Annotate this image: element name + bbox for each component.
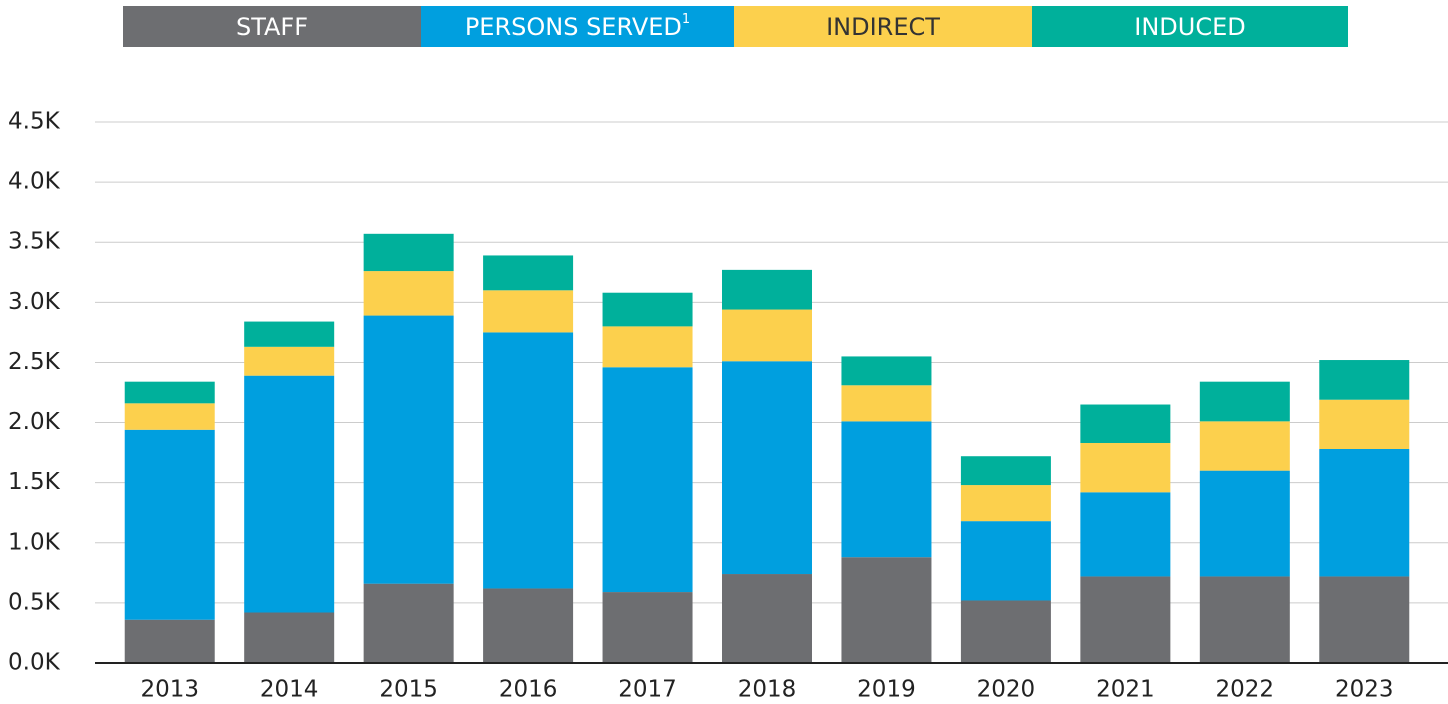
bar-segment xyxy=(602,326,693,368)
bar-segment xyxy=(1199,381,1290,422)
bar-segment xyxy=(960,456,1051,486)
y-tick-label: 2.5K xyxy=(8,349,61,375)
legend-text: PERSONS SERVED xyxy=(465,13,682,41)
bar-segment xyxy=(244,321,335,347)
legend-text: STAFF xyxy=(236,13,308,41)
bar-segment xyxy=(722,309,812,362)
bar-segment xyxy=(1319,360,1410,400)
x-tick-label: 2015 xyxy=(379,677,438,703)
bar-segment xyxy=(124,619,215,663)
x-tick-label: 2023 xyxy=(1335,677,1394,703)
bar-segment xyxy=(363,583,454,663)
bar-segment xyxy=(244,346,335,376)
bar-segment xyxy=(1319,399,1410,450)
legend-label: INDUCED xyxy=(1134,13,1245,41)
legend-label: PERSONS SERVED1 xyxy=(465,12,690,42)
y-tick-label: 1.5K xyxy=(8,469,61,495)
legend-text: INDIRECT xyxy=(826,13,940,41)
bar-segment xyxy=(1319,449,1410,577)
bar-segment xyxy=(960,521,1051,601)
bar-segment xyxy=(363,315,454,584)
bar-segment xyxy=(363,271,454,316)
bar-segment xyxy=(960,600,1051,663)
legend-swatch xyxy=(421,6,734,47)
x-tick-label: 2022 xyxy=(1216,677,1275,703)
bar-segment xyxy=(483,290,574,333)
y-tick-label: 3.0K xyxy=(8,289,61,315)
x-tick-label: 2021 xyxy=(1096,677,1155,703)
bar-segment xyxy=(1080,492,1171,577)
y-tick-label: 4.0K xyxy=(8,169,61,195)
bar-segment xyxy=(602,592,693,663)
bar-segment xyxy=(841,385,932,422)
bar-segment xyxy=(483,255,574,291)
x-tick-label: 2016 xyxy=(499,677,558,703)
bar-segment xyxy=(1080,442,1171,493)
legend-swatch xyxy=(734,6,1032,47)
bar-segment xyxy=(483,588,574,663)
x-tick-label: 2018 xyxy=(738,677,797,703)
bar-segment xyxy=(841,356,932,386)
legend-label: STAFF xyxy=(236,13,308,41)
legend-swatch xyxy=(1032,6,1348,47)
bar-segment xyxy=(602,367,693,593)
bar-segment xyxy=(1319,576,1410,663)
bar-segment xyxy=(1080,576,1171,663)
legend-superscript: 1 xyxy=(682,12,690,27)
bar-segment xyxy=(1199,421,1290,471)
legend-label: INDIRECT xyxy=(826,13,940,41)
x-tick-label: 2019 xyxy=(857,677,916,703)
bar-segment xyxy=(124,429,215,620)
y-tick-label: 0.5K xyxy=(8,589,61,615)
bar-segment xyxy=(722,269,812,310)
y-tick-label: 0.0K xyxy=(8,650,61,676)
bar-segment xyxy=(1199,470,1290,577)
bar-segment xyxy=(722,574,812,663)
bar-segment xyxy=(363,233,454,272)
bar-segment xyxy=(1080,404,1171,443)
y-tick-label: 1.0K xyxy=(8,529,61,555)
bar-segment xyxy=(960,485,1051,522)
bar-segment xyxy=(602,292,693,327)
bar-segment xyxy=(244,375,335,613)
y-tick-label: 2.0K xyxy=(8,409,61,435)
bar-segment xyxy=(841,557,932,663)
bar-segment xyxy=(722,361,812,575)
bar-segment xyxy=(124,381,215,404)
bar-segment xyxy=(244,612,335,663)
x-tick-label: 2013 xyxy=(140,677,199,703)
x-tick-label: 2017 xyxy=(618,677,677,703)
bar-segment xyxy=(124,403,215,430)
x-tick-label: 2020 xyxy=(977,677,1036,703)
legend-swatch xyxy=(123,6,421,47)
legend-text: INDUCED xyxy=(1134,13,1245,41)
y-tick-label: 3.5K xyxy=(8,229,61,255)
bar-segment xyxy=(483,332,574,589)
bar-segment xyxy=(841,421,932,558)
bar-segment xyxy=(1199,576,1290,663)
y-tick-label: 4.5K xyxy=(8,109,61,135)
x-tick-label: 2014 xyxy=(260,677,319,703)
